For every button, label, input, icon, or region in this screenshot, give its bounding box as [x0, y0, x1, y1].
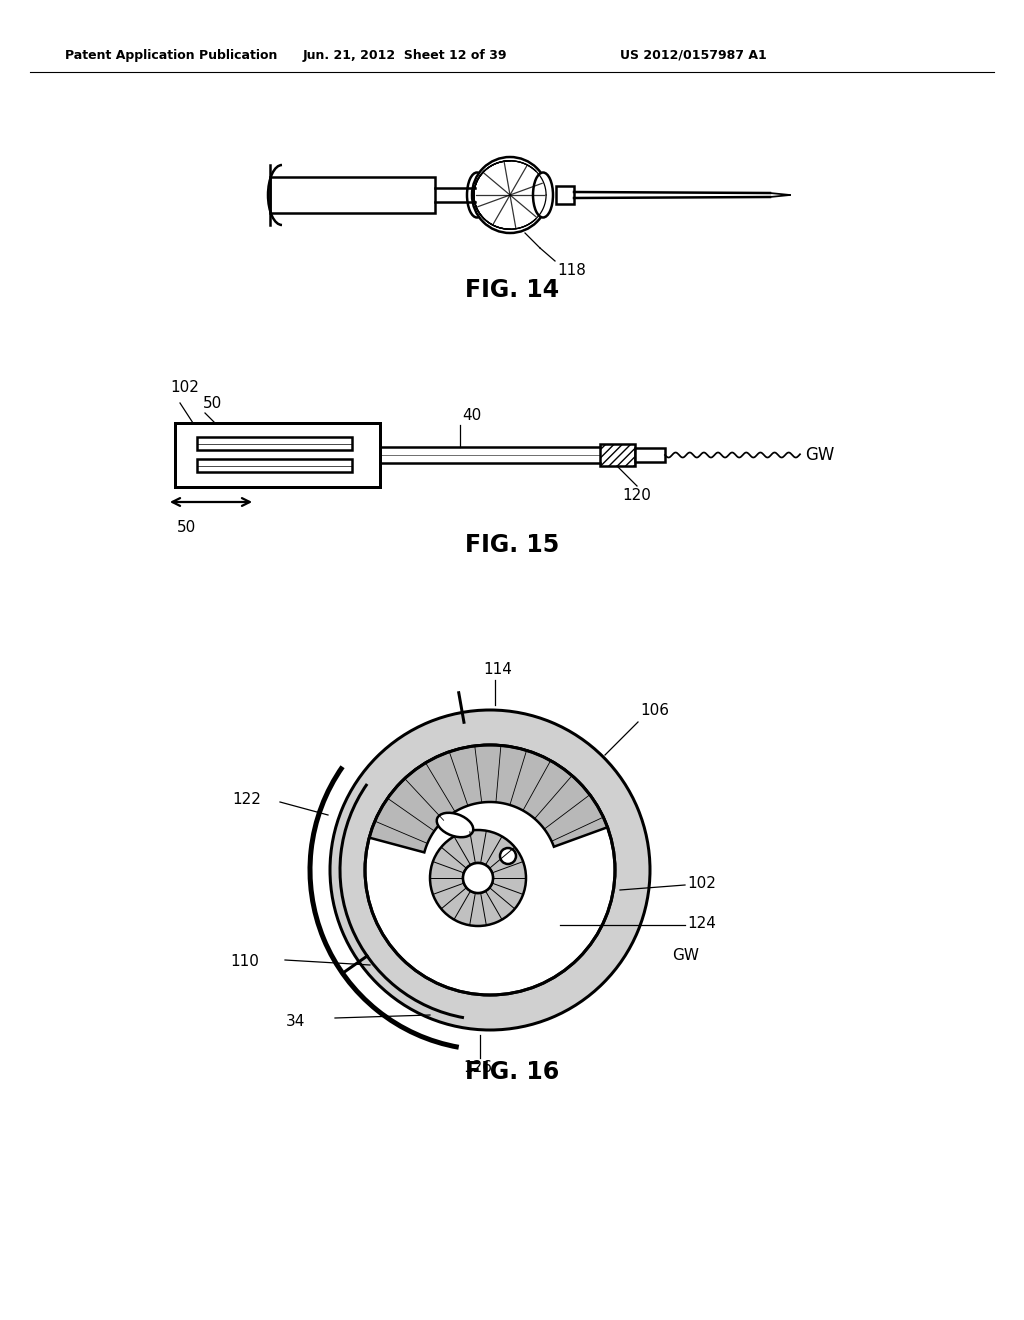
- Text: FIG. 14: FIG. 14: [465, 279, 559, 302]
- Bar: [197, 459, 352, 473]
- Bar: [600, 444, 635, 466]
- Text: 34: 34: [286, 1015, 305, 1030]
- Text: FIG. 16: FIG. 16: [465, 1060, 559, 1084]
- Text: GW: GW: [672, 948, 699, 962]
- Text: 114: 114: [483, 663, 512, 677]
- Circle shape: [463, 863, 493, 894]
- Text: 122: 122: [232, 792, 261, 808]
- Text: 124: 124: [687, 916, 716, 931]
- Text: 102: 102: [687, 875, 716, 891]
- Bar: [175, 422, 380, 487]
- Text: Jun. 21, 2012  Sheet 12 of 39: Jun. 21, 2012 Sheet 12 of 39: [303, 49, 507, 62]
- Text: 106: 106: [640, 704, 669, 718]
- Bar: [270, 177, 435, 213]
- Text: 120: 120: [622, 488, 651, 503]
- Text: US 2012/0157987 A1: US 2012/0157987 A1: [620, 49, 767, 62]
- Text: GW: GW: [805, 446, 835, 465]
- Text: 50: 50: [177, 520, 197, 535]
- Circle shape: [500, 847, 516, 865]
- Text: 102: 102: [170, 380, 199, 395]
- Text: 118: 118: [557, 263, 586, 279]
- Text: FIG. 15: FIG. 15: [465, 533, 559, 557]
- Polygon shape: [370, 744, 607, 853]
- Ellipse shape: [437, 813, 473, 837]
- Text: 40: 40: [462, 408, 481, 422]
- Text: 126: 126: [464, 1060, 493, 1074]
- Wedge shape: [430, 830, 526, 927]
- Bar: [556, 186, 574, 205]
- Wedge shape: [330, 710, 650, 1030]
- Circle shape: [472, 157, 548, 234]
- Text: 50: 50: [203, 396, 222, 411]
- Bar: [197, 437, 352, 450]
- Text: Patent Application Publication: Patent Application Publication: [65, 49, 278, 62]
- Ellipse shape: [467, 173, 487, 218]
- Text: 110: 110: [230, 954, 259, 969]
- Ellipse shape: [534, 173, 553, 218]
- Bar: [635, 447, 665, 462]
